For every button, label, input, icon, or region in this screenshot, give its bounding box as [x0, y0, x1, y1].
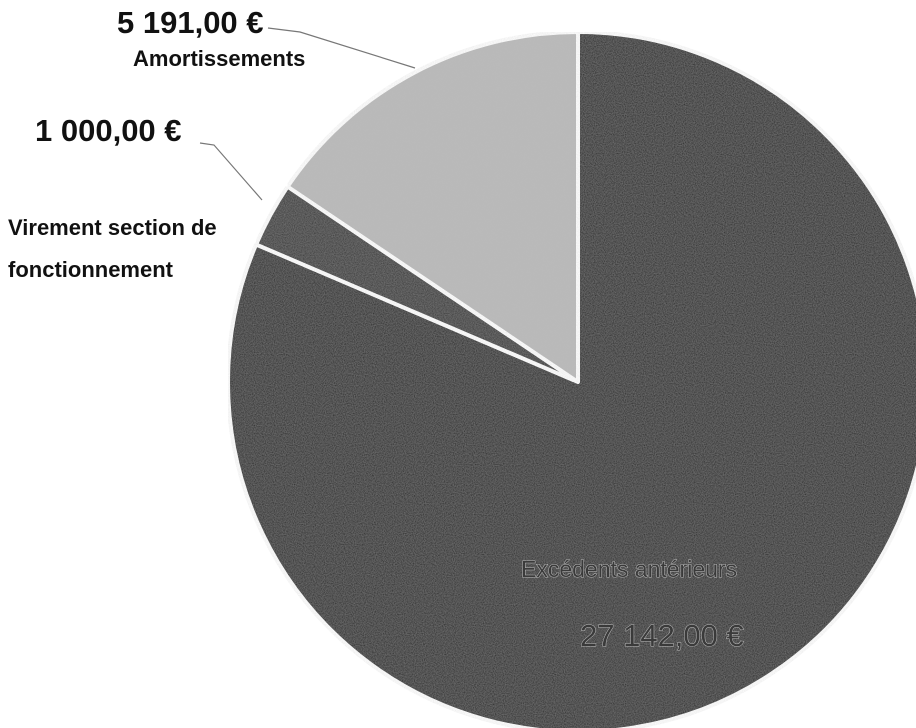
data-label-virement-value: 1 000,00 € [35, 113, 182, 148]
data-label-amortissements-name: Amortissements [133, 46, 305, 71]
data-label-excedents-value: 27 142,00 € [580, 618, 744, 653]
leader-line-virement [199, 142, 263, 201]
slice-amortissements [285, 30, 580, 384]
data-label-virement-name-line2: fonctionnement [8, 257, 174, 282]
data-label-virement-name-line1: Virement section de [8, 215, 217, 240]
leader-line-amortissements [267, 27, 416, 69]
data-label-virement-name: Virement section de fonctionnement [8, 215, 223, 282]
data-label-amortissements-value: 5 191,00 € [117, 5, 264, 40]
data-label-excedents-name: Excédents antérieurs [521, 556, 737, 582]
pie-slices [226, 30, 916, 728]
